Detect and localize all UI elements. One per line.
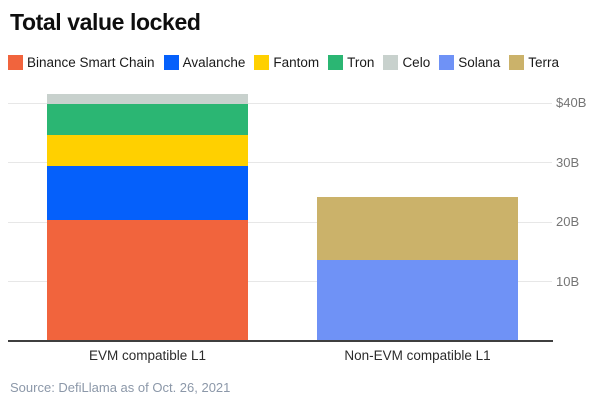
x-axis-category-label-non-evm-compatible-l1: Non-EVM compatible L1	[344, 348, 491, 363]
bar-segment-evm-compatible-l1-celo	[47, 94, 248, 105]
gridline-20b	[8, 221, 552, 223]
y-axis-tick-label-20b: 20B	[556, 214, 580, 229]
legend-label: Tron	[347, 55, 375, 70]
y-axis-tick-label-30b: 30B	[556, 154, 580, 170]
legend-item-celo: Celo	[383, 55, 430, 70]
legend-label: Avalanche	[182, 55, 246, 70]
legend-item-binance-smart-chain: Binance Smart Chain	[8, 55, 155, 70]
bar-segment-evm-compatible-l1-avalanche	[47, 166, 248, 220]
bar-segment-evm-compatible-l1-fantom	[47, 134, 248, 167]
gridline-30b	[8, 162, 552, 163]
legend-label: Binance Smart Chain	[27, 55, 155, 70]
x-axis-line	[8, 340, 553, 342]
legend-label: Terra	[528, 55, 560, 70]
source-note: Source: DefiLlama as of Oct. 26, 2021	[10, 380, 231, 395]
legend-swatch-binance-smart-chain	[8, 55, 23, 70]
legend-item-solana: Solana	[439, 55, 500, 70]
legend-swatch-avalanche	[163, 55, 179, 70]
legend-item-tron: Tron	[328, 55, 374, 70]
y-axis-tick-label-10b: 10B	[556, 273, 580, 289]
legend-label: Celo	[402, 55, 431, 70]
y-axis-tick-label-40b: $40B	[556, 95, 587, 110]
bar-segment-evm-compatible-l1-tron	[47, 104, 248, 135]
bar-segment-non-evm-compatible-l1-terra	[317, 197, 518, 261]
legend-item-terra: Terra	[509, 55, 559, 70]
bar-segment-evm-compatible-l1-binance-smart-chain	[47, 219, 248, 341]
legend-label: Solana	[458, 55, 501, 70]
legend-swatch-celo	[383, 55, 399, 70]
legend-swatch-fantom	[254, 55, 270, 70]
gridline-10b	[8, 281, 552, 282]
legend-item-avalanche: Avalanche	[163, 55, 246, 70]
legend-swatch-solana	[439, 55, 455, 70]
gridline-40b	[8, 102, 552, 104]
legend-label: Fantom	[273, 55, 320, 70]
chart-title: Total value locked	[10, 9, 201, 35]
legend-item-fantom: Fantom	[254, 55, 319, 70]
legend: Binance Smart Chain Avalanche Fantom Tron Ce…	[8, 55, 559, 70]
legend-swatch-terra	[509, 55, 525, 70]
bar-segment-non-evm-compatible-l1-solana	[317, 260, 518, 341]
legend-swatch-tron	[328, 55, 344, 70]
x-axis-category-label-evm-compatible-l1: EVM compatible L1	[88, 348, 207, 363]
